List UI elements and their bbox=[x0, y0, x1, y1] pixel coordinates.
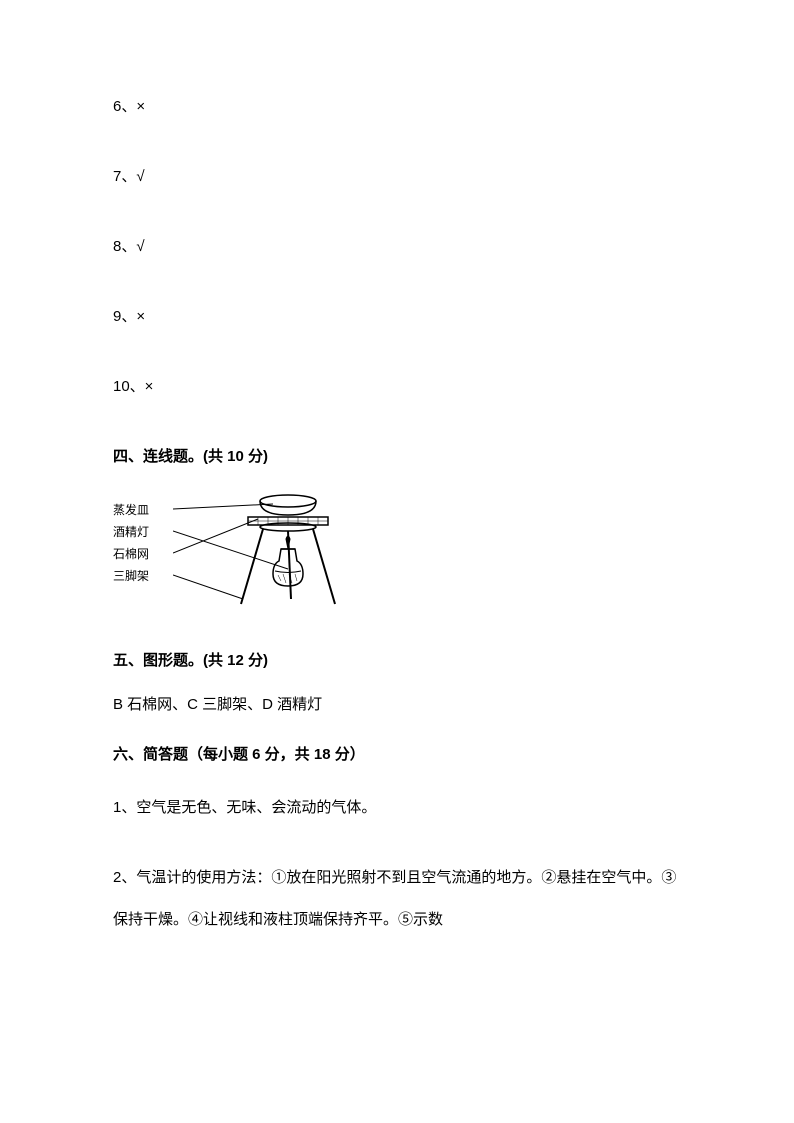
answer-10: 10、× bbox=[113, 375, 681, 399]
answer-8: 8、√ bbox=[113, 235, 681, 259]
section-4-heading: 四、连线题。(共 10 分) bbox=[113, 445, 681, 469]
label-tripod: 三脚架 bbox=[113, 565, 149, 587]
answer-9: 9、× bbox=[113, 305, 681, 329]
answer-6: 6、× bbox=[113, 95, 681, 119]
label-alcohol-lamp: 酒精灯 bbox=[113, 521, 149, 543]
section-5-answer: B 石棉网、C 三脚架、D 酒精灯 bbox=[113, 693, 681, 717]
section-6-q1: 1、空气是无色、无味、会流动的气体。 bbox=[113, 787, 681, 829]
section-6-q2: 2、气温计的使用方法：①放在阳光照射不到且空气流通的地方。②悬挂在空气中。③保持… bbox=[113, 857, 681, 941]
label-evaporating-dish: 蒸发皿 bbox=[113, 499, 149, 521]
label-asbestos-net: 石棉网 bbox=[113, 543, 149, 565]
section-5-heading: 五、图形题。(共 12 分) bbox=[113, 649, 681, 673]
apparatus-svg bbox=[173, 489, 373, 619]
section-6-heading: 六、简答题（每小题 6 分，共 18 分） bbox=[113, 743, 681, 767]
answer-7: 7、√ bbox=[113, 165, 681, 189]
matching-diagram: 蒸发皿 酒精灯 石棉网 三脚架 bbox=[113, 489, 373, 619]
diagram-labels: 蒸发皿 酒精灯 石棉网 三脚架 bbox=[113, 499, 149, 587]
